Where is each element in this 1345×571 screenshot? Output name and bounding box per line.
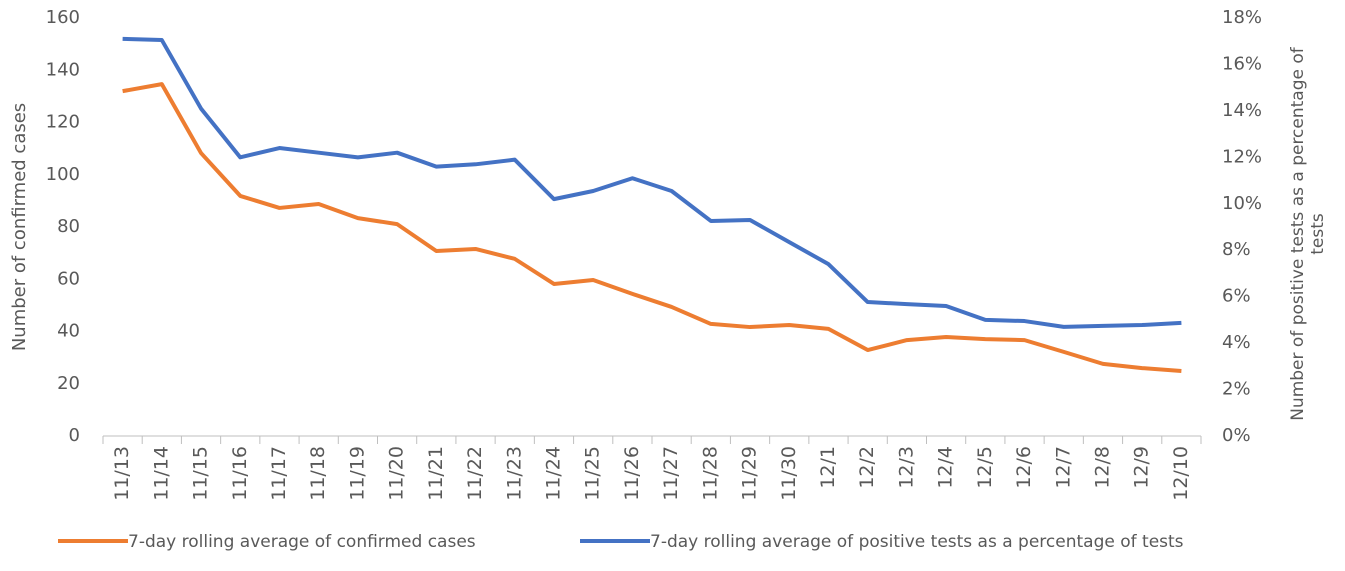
x-tick-label: 11/29	[739, 446, 761, 501]
x-tick-label: 12/10	[1170, 446, 1192, 501]
y-tick-label: 160	[46, 7, 80, 28]
y-tick-label: 100	[46, 164, 80, 185]
x-tick-label: 11/13	[111, 446, 133, 501]
x-tick-label: 11/14	[150, 446, 172, 501]
x-tick-label: 12/6	[1013, 446, 1035, 489]
y2-tick-label: 2%	[1222, 379, 1251, 400]
x-tick-label: 12/2	[856, 446, 878, 489]
x-tick-label: 12/3	[895, 446, 917, 489]
y-tick-label: 0	[69, 425, 80, 446]
x-tick-label: 12/1	[817, 446, 839, 489]
data-line	[122, 82, 1182, 373]
x-tick-label: 11/25	[582, 446, 604, 501]
y2-tick-label: 18%	[1222, 7, 1262, 28]
x-tick-label: 11/20	[386, 446, 408, 501]
data-line	[122, 36, 1182, 329]
x-tick-label: 12/5	[974, 446, 996, 489]
x-tick-label: 11/30	[778, 446, 800, 501]
x-tick-label: 11/21	[425, 446, 447, 501]
x-tick-label: 11/17	[268, 446, 290, 501]
x-tick-label: 12/7	[1052, 446, 1074, 489]
y2-tick-label: 10%	[1222, 193, 1262, 214]
legend-label: 7-day rolling average of positive tests …	[650, 532, 1184, 552]
y-tick-label: 80	[57, 216, 80, 237]
x-tick-label: 11/26	[621, 446, 643, 501]
y-tick-label: 40	[57, 321, 80, 342]
y2-tick-label: 14%	[1222, 100, 1262, 121]
y-axis-label: Number of confirmed cases	[9, 103, 30, 351]
x-tick-label: 11/24	[542, 446, 564, 501]
x-tick-label: 11/27	[660, 446, 682, 501]
y2-tick-label: 8%	[1222, 239, 1251, 260]
y-tick-label: 140	[46, 59, 80, 80]
y2-tick-label: 4%	[1222, 332, 1251, 353]
y-tick-label: 60	[57, 268, 80, 289]
x-tick-label: 11/28	[699, 446, 721, 501]
y2-axis-label: Number of positive tests as a percentage…	[1288, 47, 1328, 421]
y-tick-label: 120	[46, 112, 80, 133]
x-tick-label: 12/4	[935, 446, 957, 489]
y-tick-label: 20	[57, 373, 80, 394]
x-tick-label: 11/23	[503, 446, 525, 501]
y2-tick-label: 16%	[1222, 53, 1262, 74]
x-tick-label: 12/8	[1091, 446, 1113, 489]
legend-label: 7-day rolling average of confirmed cases	[128, 532, 476, 552]
x-tick-label: 11/18	[307, 446, 329, 501]
x-tick-label: 12/9	[1131, 446, 1153, 489]
y2-tick-label: 0%	[1222, 425, 1251, 446]
y2-tick-label: 12%	[1222, 146, 1262, 167]
x-tick-label: 11/16	[229, 446, 251, 501]
x-tick-label: 11/19	[346, 446, 368, 501]
x-tick-label: 11/22	[464, 446, 486, 501]
y2-tick-label: 6%	[1222, 286, 1251, 307]
x-tick-label: 11/15	[190, 446, 212, 501]
